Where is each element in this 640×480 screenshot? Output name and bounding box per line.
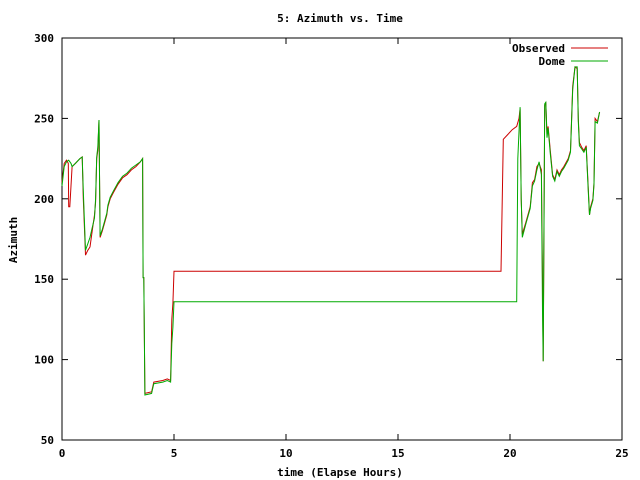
- chart-title: 5: Azimuth vs. Time: [277, 12, 403, 25]
- y-tick-label: 200: [34, 193, 54, 206]
- x-axis-label: time (Elapse Hours): [277, 466, 403, 479]
- y-axis: 50 100 150 200 250 300: [34, 32, 622, 447]
- x-tick-label: 0: [59, 447, 66, 460]
- x-tick-label: 15: [391, 447, 404, 460]
- series-line-dome: [61, 66, 601, 396]
- legend-label-observed: Observed: [512, 42, 565, 55]
- x-axis: 0 5 10 15 20 25: [59, 38, 629, 460]
- legend: Observed Dome: [512, 42, 608, 68]
- x-tick-label: 20: [503, 447, 516, 460]
- y-tick-label: 50: [41, 434, 54, 447]
- x-tick-label: 25: [615, 447, 628, 460]
- x-tick-label: 10: [279, 447, 292, 460]
- plot-frame: [61, 37, 623, 441]
- y-tick-label: 100: [34, 354, 54, 367]
- x-tick-label: 5: [171, 447, 178, 460]
- y-tick-label: 250: [34, 112, 54, 125]
- series-layer: [61, 65, 601, 396]
- y-tick-label: 150: [34, 273, 54, 286]
- y-tick-label: 300: [34, 32, 54, 45]
- y-axis-label: Azimuth: [7, 217, 20, 263]
- legend-label-dome: Dome: [539, 55, 566, 68]
